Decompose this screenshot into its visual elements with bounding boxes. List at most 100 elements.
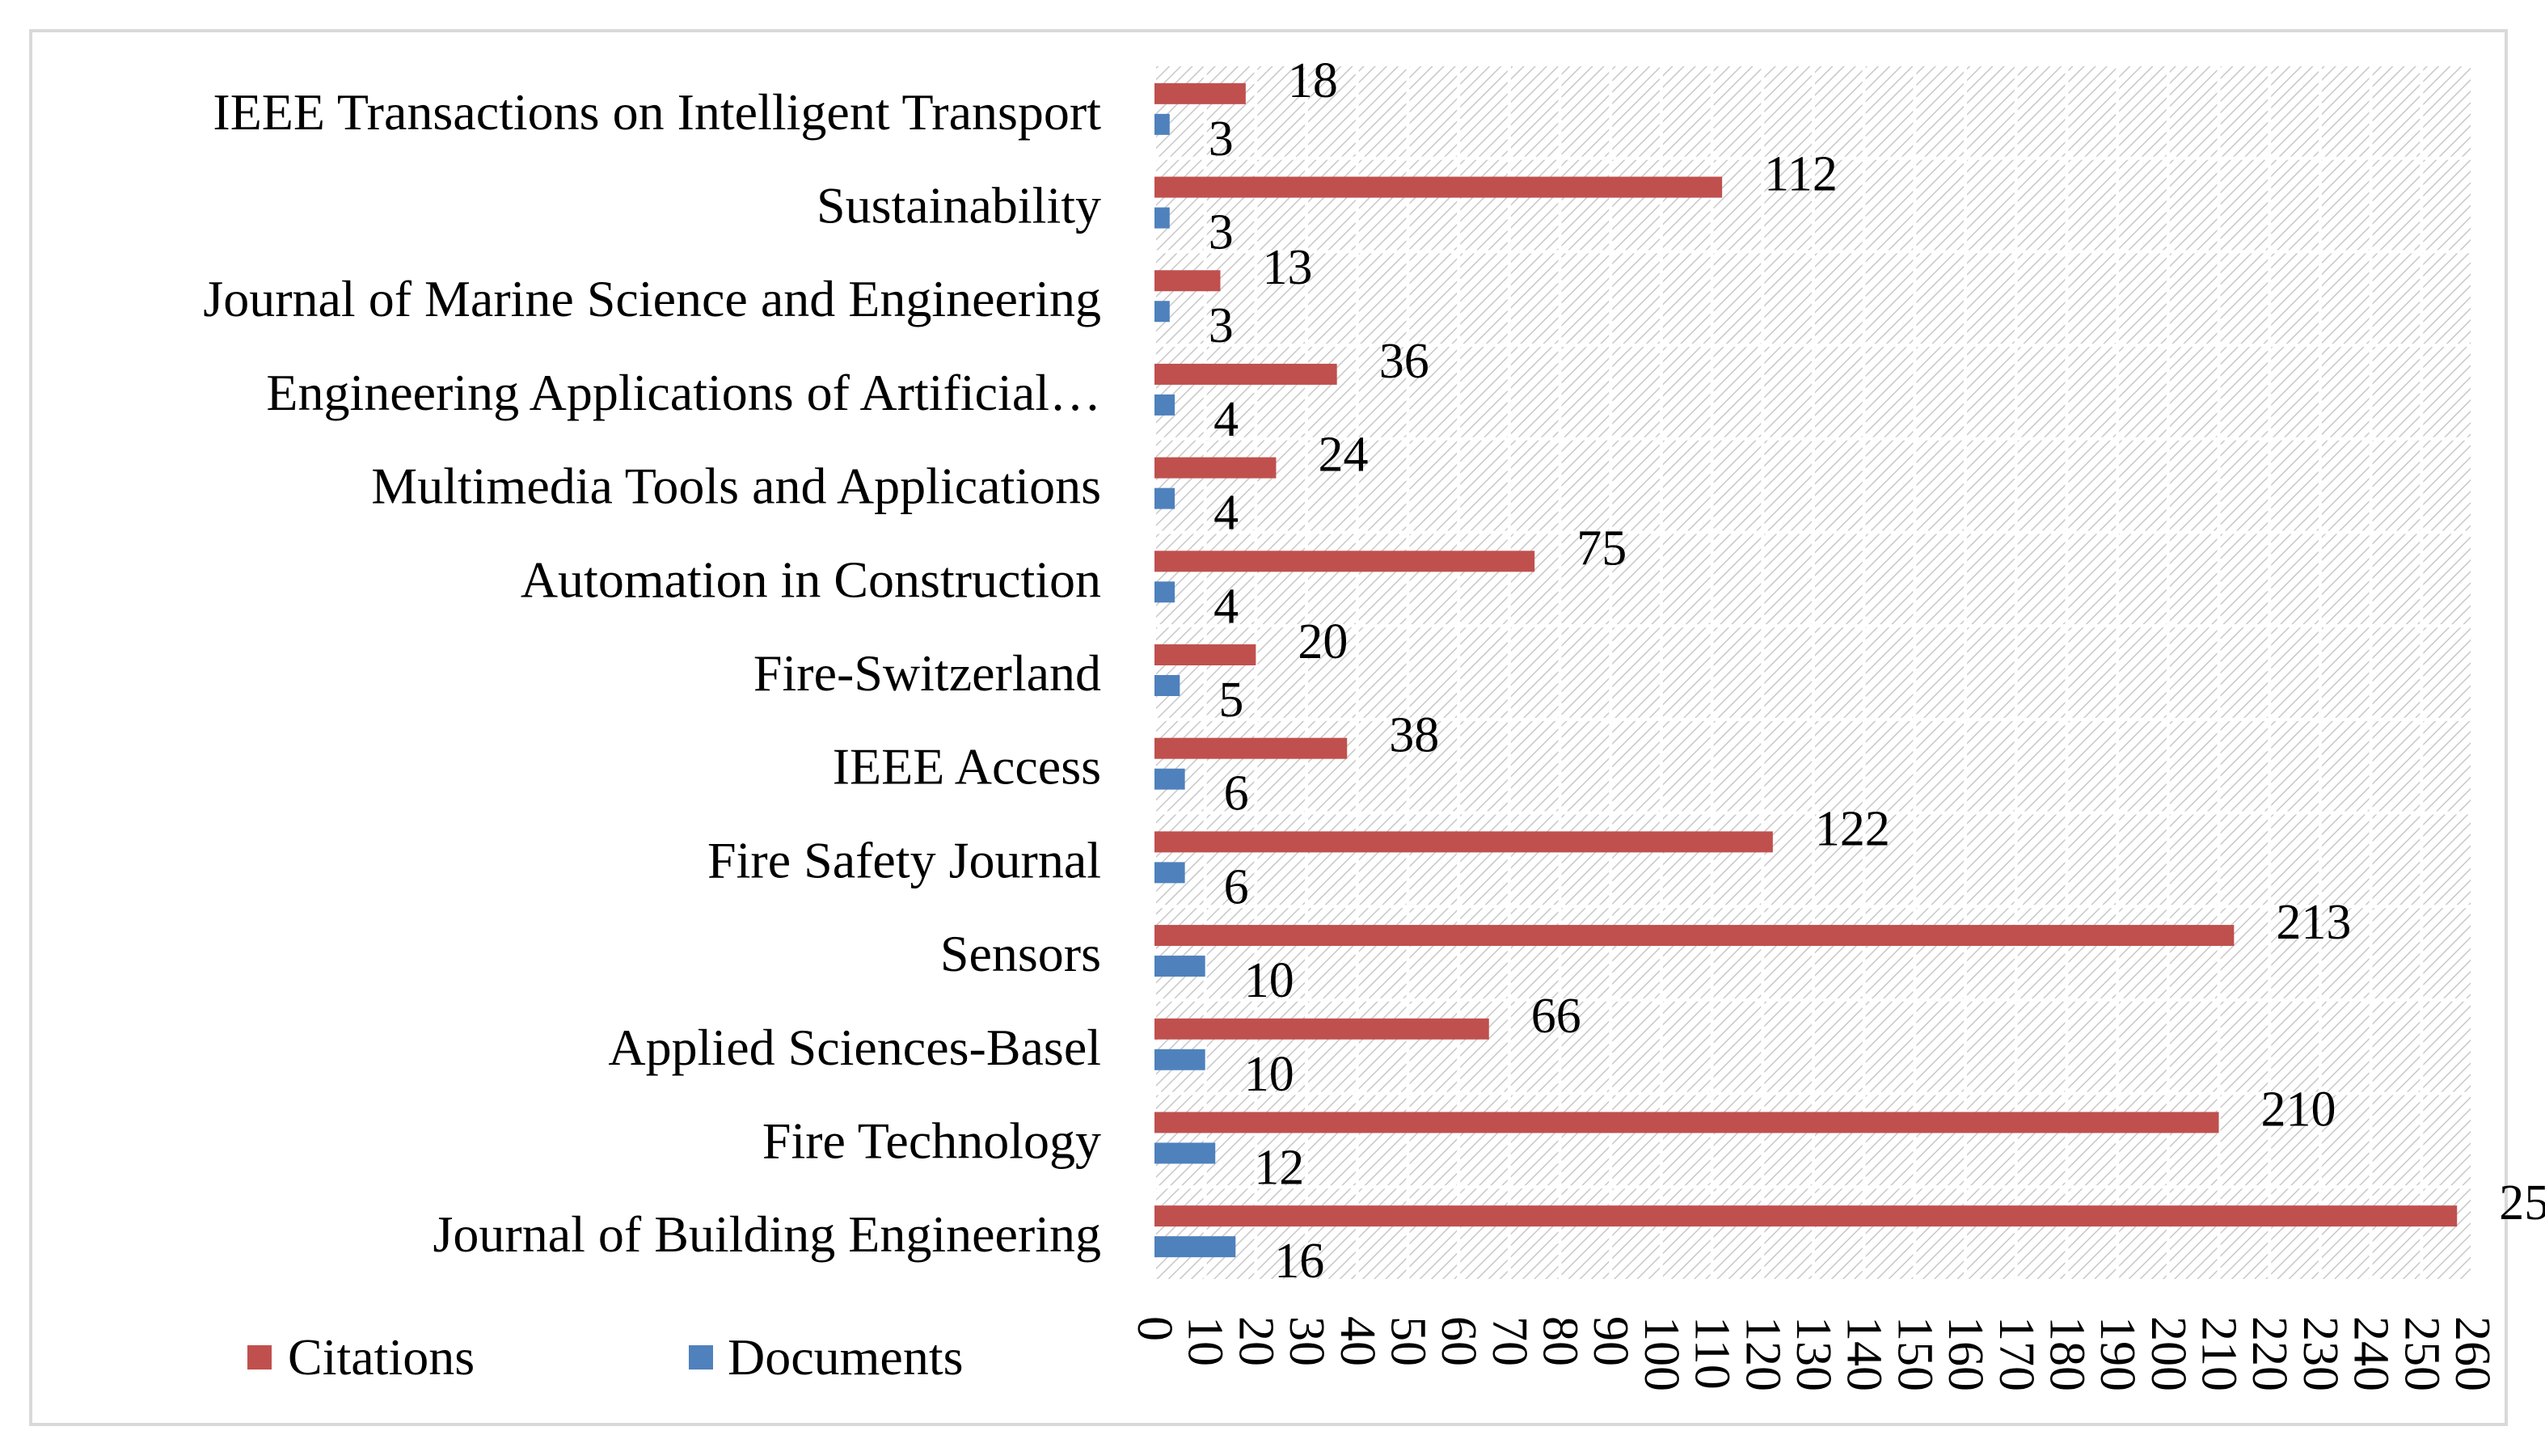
category-label: Fire-Switzerland — [753, 644, 1101, 702]
citations-value-label: 13 — [1263, 240, 1313, 295]
documents-bar — [1154, 768, 1185, 790]
x-tick-label: 190 — [2090, 1316, 2145, 1391]
documents-bar — [1154, 1049, 1205, 1070]
documents-bar — [1154, 487, 1175, 509]
category-label: Fire Safety Journal — [707, 831, 1101, 888]
category-label: Sustainability — [817, 177, 1101, 234]
category-label: Applied Sciences-Basel — [608, 1019, 1101, 1076]
documents-bar — [1154, 1142, 1216, 1164]
x-tick-label: 70 — [1482, 1316, 1537, 1366]
citations-bar — [1154, 457, 1277, 479]
documents-bar — [1154, 113, 1170, 135]
x-axis-ticks: 0102030405060708090100110120130140150160… — [1127, 1316, 2500, 1391]
x-tick-label: 10 — [1178, 1316, 1233, 1366]
citations-bar — [1154, 82, 1246, 104]
documents-value-label: 3 — [1209, 298, 1234, 353]
x-tick-label: 60 — [1431, 1316, 1486, 1366]
x-tick-label: 160 — [1938, 1316, 1993, 1391]
category-label: Sensors — [940, 925, 1101, 982]
documents-value-label: 12 — [1254, 1140, 1304, 1195]
category-label: Journal of Marine Science and Engineerin… — [203, 270, 1101, 327]
x-tick-label: 30 — [1279, 1316, 1334, 1366]
citations-bar — [1154, 1018, 1489, 1040]
citations-value-label: 66 — [1531, 989, 1581, 1044]
citations-value-label: 122 — [1815, 801, 1890, 856]
citations-bar — [1154, 1205, 2458, 1227]
category-label: Engineering Applications of Artificial… — [266, 364, 1101, 421]
x-tick-label: 170 — [1989, 1316, 2044, 1391]
x-tick-label: 80 — [1533, 1316, 1588, 1366]
x-tick-label: 120 — [1735, 1316, 1790, 1391]
legend-swatch — [689, 1345, 713, 1369]
citations-bar — [1154, 925, 2235, 947]
documents-value-label: 3 — [1209, 205, 1234, 260]
data-labels: 18 3 112 3 13 3 36 4 24 4 75 4 20 5 38 6 122 6 213 10 66 10 21… — [1209, 53, 2545, 1289]
x-tick-label: 180 — [2039, 1316, 2094, 1391]
citations-bar — [1154, 551, 1535, 572]
category-labels: IEEE Transactions on Intelligent Transpo… — [203, 83, 1101, 1263]
documents-value-label: 10 — [1244, 953, 1294, 1008]
documents-bar — [1154, 207, 1170, 229]
citations-bar — [1154, 270, 1221, 292]
documents-bar — [1154, 1236, 1236, 1258]
documents-bar — [1154, 581, 1175, 603]
citations-value-label: 24 — [1318, 428, 1368, 483]
x-tick-label: 100 — [1634, 1316, 1689, 1391]
x-tick-label: 110 — [1685, 1316, 1740, 1390]
category-label: Multimedia Tools and Applications — [371, 458, 1101, 515]
citations-value-label: 38 — [1389, 708, 1439, 763]
x-tick-label: 50 — [1380, 1316, 1435, 1366]
citations-value-label: 257 — [2499, 1175, 2545, 1230]
category-label: Automation in Construction — [521, 551, 1101, 608]
category-label: IEEE Transactions on Intelligent Transpo… — [213, 83, 1101, 141]
x-tick-label: 0 — [1127, 1316, 1182, 1341]
documents-bar — [1154, 862, 1185, 884]
documents-bar — [1154, 301, 1170, 323]
x-tick-label: 150 — [1887, 1316, 1942, 1391]
x-tick-label: 250 — [2394, 1316, 2449, 1391]
documents-bar — [1154, 675, 1180, 696]
category-label: Journal of Building Engineering — [433, 1205, 1101, 1263]
documents-bar — [1154, 394, 1175, 416]
citations-value-label: 112 — [1764, 147, 1838, 202]
documents-value-label: 10 — [1244, 1047, 1294, 1102]
documents-value-label: 4 — [1213, 392, 1239, 447]
x-tick-label: 130 — [1786, 1316, 1841, 1391]
documents-value-label: 16 — [1274, 1234, 1324, 1289]
gridlines — [1153, 63, 2474, 1282]
legend: Citations Documents — [247, 1328, 964, 1386]
legend-label: Citations — [288, 1328, 475, 1386]
citations-bar — [1154, 1112, 2219, 1133]
x-tick-label: 230 — [2293, 1316, 2348, 1391]
x-tick-label: 90 — [1583, 1316, 1638, 1366]
x-tick-label: 200 — [2141, 1316, 2196, 1391]
documents-value-label: 4 — [1213, 486, 1239, 541]
documents-bar — [1154, 956, 1205, 977]
citations-bar — [1154, 831, 1773, 853]
category-label: IEEE Access — [833, 738, 1101, 796]
bars — [1154, 82, 2458, 1258]
documents-value-label: 5 — [1218, 673, 1243, 728]
x-tick-label: 260 — [2445, 1316, 2500, 1391]
documents-value-label: 6 — [1224, 766, 1249, 821]
x-tick-label: 140 — [1837, 1316, 1892, 1391]
x-tick-label: 40 — [1330, 1316, 1385, 1366]
citations-value-label: 20 — [1298, 614, 1348, 669]
legend-label: Documents — [728, 1328, 964, 1386]
citations-bar — [1154, 176, 1723, 198]
x-tick-label: 20 — [1228, 1316, 1283, 1366]
legend-swatch — [247, 1345, 272, 1369]
documents-value-label: 4 — [1213, 579, 1239, 634]
x-tick-label: 210 — [2192, 1316, 2247, 1391]
citations-bar — [1154, 644, 1256, 665]
citations-value-label: 75 — [1576, 521, 1627, 576]
documents-value-label: 6 — [1224, 859, 1249, 914]
citations-value-label: 210 — [2261, 1082, 2336, 1137]
citations-bar — [1154, 737, 1348, 759]
documents-value-label: 3 — [1209, 112, 1234, 167]
x-tick-label: 240 — [2344, 1316, 2399, 1391]
x-tick-label: 220 — [2242, 1316, 2297, 1391]
category-label: Fire Technology — [762, 1112, 1101, 1169]
citations-bar — [1154, 363, 1337, 385]
